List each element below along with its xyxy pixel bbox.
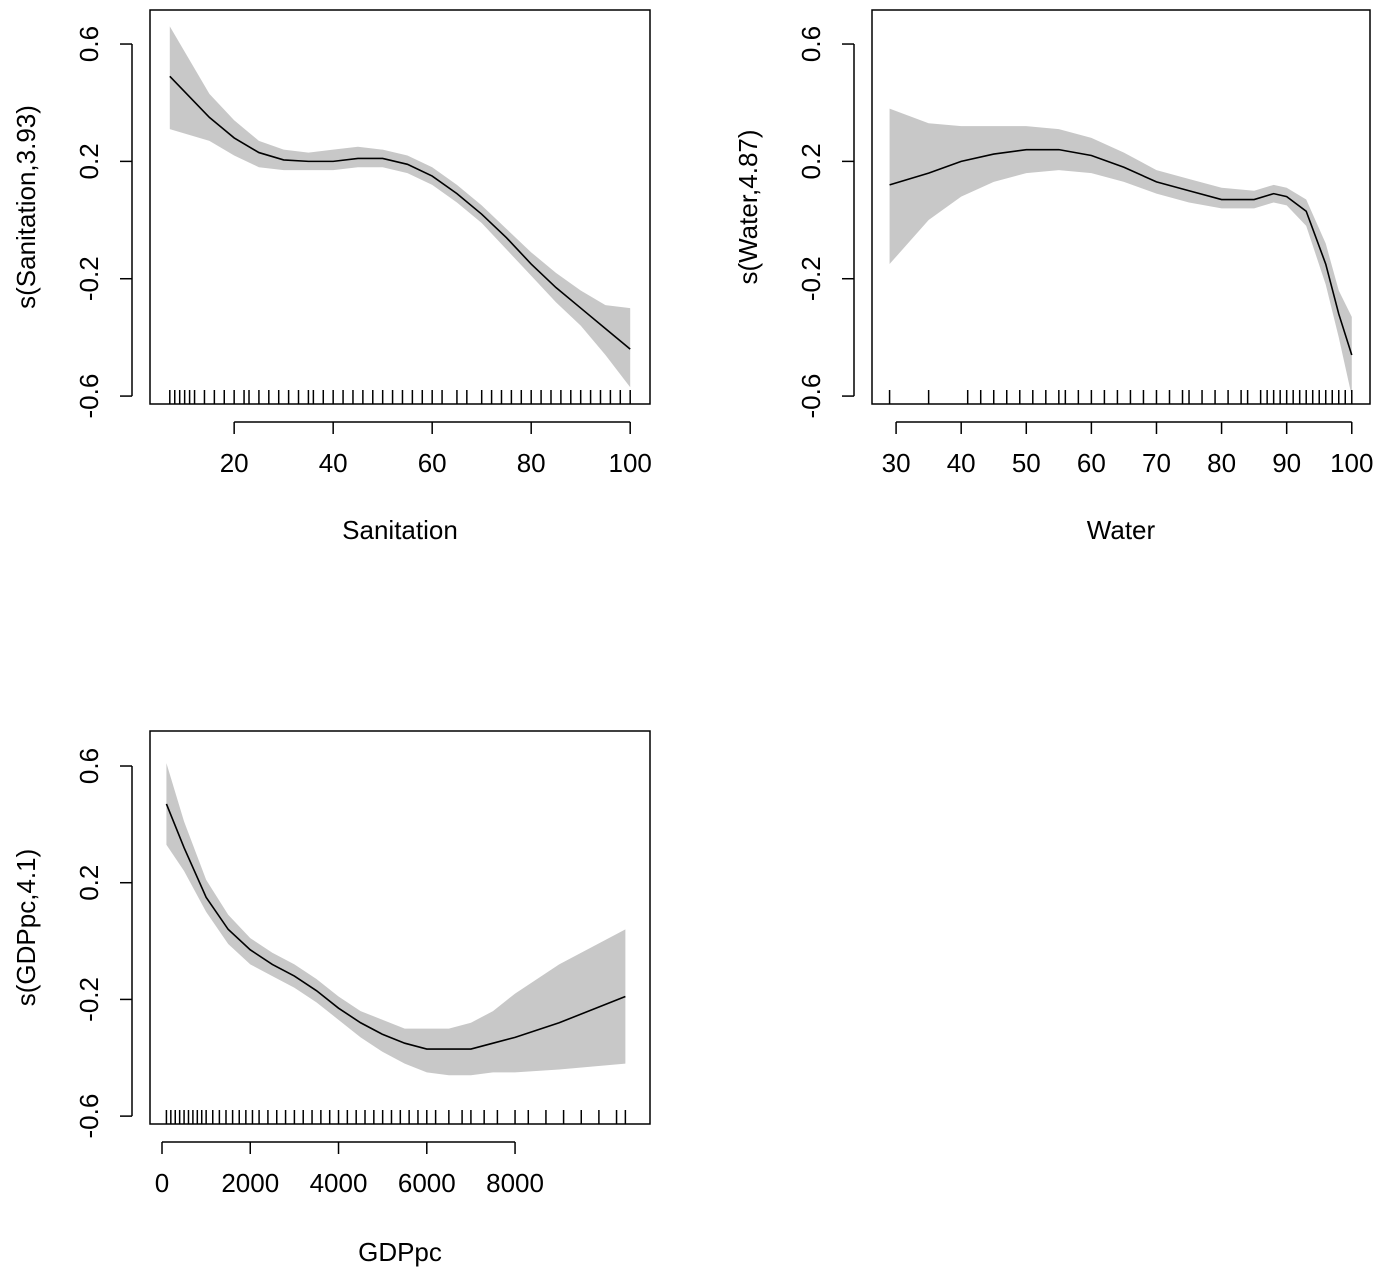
y-axis-label: s(Water,4.87) [733, 129, 763, 284]
confidence-band [169, 26, 631, 388]
x-tick-label: 0 [155, 1168, 169, 1198]
y-axis-label: s(GDPpc,4.1) [11, 849, 41, 1007]
y-tick-label: 0.2 [796, 143, 826, 179]
x-tick-label: 4000 [310, 1168, 368, 1198]
y-axis-label: s(Sanitation,3.93) [11, 105, 41, 309]
x-tick-label: 2000 [221, 1168, 279, 1198]
y-tick-label: -0.6 [74, 374, 104, 419]
x-tick-label: 40 [319, 448, 348, 478]
y-tick-label: -0.6 [796, 374, 826, 419]
plot-box [871, 9, 1371, 405]
x-tick-label: 30 [882, 448, 911, 478]
confidence-band [889, 108, 1352, 397]
confidence-band [166, 763, 626, 1076]
y-tick-label: 0.6 [796, 26, 826, 62]
y-tick-label: -0.2 [74, 977, 104, 1022]
x-tick-label: 100 [1330, 448, 1373, 478]
x-tick-label: 90 [1272, 448, 1301, 478]
x-tick-label: 60 [418, 448, 447, 478]
y-tick-label: 0.2 [74, 143, 104, 179]
x-tick-label: 70 [1142, 448, 1171, 478]
x-tick-label: 20 [220, 448, 249, 478]
x-tick-label: 40 [947, 448, 976, 478]
y-tick-label: -0.2 [74, 256, 104, 301]
x-tick-label: 6000 [398, 1168, 456, 1198]
y-tick-label: 0.6 [74, 26, 104, 62]
x-axis-label: GDPpc [358, 1237, 442, 1267]
x-tick-label: 80 [517, 448, 546, 478]
x-axis-label: Water [1087, 515, 1156, 545]
y-tick-label: 0.2 [74, 865, 104, 901]
y-tick-label: -0.6 [74, 1094, 104, 1139]
smooth-line [165, 803, 626, 1050]
x-tick-label: 100 [609, 448, 652, 478]
smooth-line [889, 148, 1353, 356]
plot-box [149, 730, 651, 1125]
y-tick-label: 0.6 [74, 748, 104, 784]
x-tick-label: 50 [1012, 448, 1041, 478]
x-tick-label: 80 [1207, 448, 1236, 478]
x-tick-label: 8000 [486, 1168, 544, 1198]
smooth-line [169, 75, 631, 350]
x-tick-label: 60 [1077, 448, 1106, 478]
plot-box [149, 9, 651, 405]
x-axis-label: Sanitation [342, 515, 458, 545]
y-tick-label: -0.2 [796, 256, 826, 301]
